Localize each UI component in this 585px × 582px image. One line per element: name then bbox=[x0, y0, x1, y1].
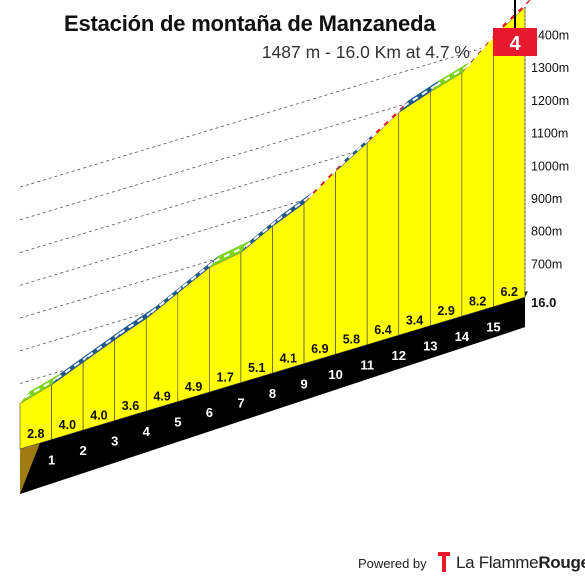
segment-gradient-label: 4.9 bbox=[185, 380, 202, 394]
segment-gradient-label: 4.1 bbox=[280, 351, 297, 365]
km-label: 12 bbox=[392, 348, 406, 363]
segment-gradient-label: 2.9 bbox=[437, 304, 454, 318]
strip-centerline bbox=[339, 136, 373, 167]
segment-gradient-label: 3.4 bbox=[406, 313, 423, 327]
gradient-strip bbox=[209, 240, 251, 268]
gradient-strip bbox=[398, 79, 440, 113]
strip-centerline bbox=[181, 260, 215, 288]
segment-gradient-label: 2.8 bbox=[27, 427, 44, 441]
segment-gradient-label: 3.6 bbox=[122, 399, 139, 413]
altitude-tick-label: 900m bbox=[531, 192, 562, 206]
km-label: 5 bbox=[174, 415, 181, 430]
km-label: 2 bbox=[80, 443, 87, 458]
km-label: 15 bbox=[486, 320, 500, 335]
profile-base-band bbox=[20, 297, 525, 494]
profile-segment-face bbox=[272, 202, 305, 374]
km-label: 1 bbox=[48, 453, 55, 468]
brand-name-bold: Rouge bbox=[538, 553, 585, 572]
km-label: 7 bbox=[237, 396, 244, 411]
km-label: 6 bbox=[206, 405, 213, 420]
segment-gradient-label: 8.2 bbox=[469, 294, 486, 308]
gradient-strip bbox=[20, 372, 62, 404]
segment-gradient-label: 1.7 bbox=[216, 370, 233, 384]
category-flag bbox=[493, 28, 537, 56]
strip-centerline bbox=[308, 164, 342, 199]
km-label: 14 bbox=[455, 329, 470, 344]
profile-segment-face bbox=[303, 170, 336, 365]
profile-segment-face bbox=[430, 72, 463, 327]
profile-segment-face bbox=[335, 142, 368, 355]
segment-gradient-label: 4.0 bbox=[90, 408, 107, 422]
segment-gradient-label: 6.9 bbox=[311, 342, 328, 356]
strip-centerline bbox=[497, 0, 531, 32]
km-label: 13 bbox=[423, 339, 437, 354]
altitude-tick-label: 1100m bbox=[531, 127, 568, 141]
profile-segment-face bbox=[366, 111, 400, 346]
strip-centerline bbox=[150, 286, 184, 314]
segment-gradient-label: 5.1 bbox=[248, 361, 265, 375]
altitude-gridline bbox=[19, 34, 526, 188]
altitude-tick-label: 800m bbox=[531, 225, 562, 239]
segment-gradient-label: 4.0 bbox=[59, 418, 76, 432]
altitude-tick-label: 1400m bbox=[531, 28, 569, 42]
segment-gradient-label: 6.2 bbox=[501, 285, 518, 299]
gradient-strip bbox=[272, 191, 314, 227]
chart-title: Estación de montaña de Manzaneda bbox=[64, 11, 436, 36]
km-label: 3 bbox=[111, 434, 118, 449]
gradient-strip bbox=[83, 327, 125, 363]
segment-gradient-label: 6.4 bbox=[374, 323, 391, 337]
strip-centerline bbox=[245, 219, 278, 248]
strip-centerline bbox=[465, 29, 499, 68]
altitude-tick-label: 1300m bbox=[531, 61, 569, 75]
powered-by-text: Powered by bbox=[358, 556, 427, 571]
altitude-tick-label: 700m bbox=[531, 257, 562, 271]
la-flamme-rouge-logo-icon bbox=[438, 552, 450, 572]
total-distance-label: 16.0 bbox=[531, 295, 556, 310]
profile-segment-face bbox=[240, 225, 273, 383]
segment-gradient-label: 5.8 bbox=[343, 332, 360, 346]
gradient-strip bbox=[114, 306, 156, 340]
segment-gradient-label: 4.9 bbox=[153, 389, 170, 403]
strip-centerline bbox=[371, 105, 405, 138]
category-label: 4 bbox=[509, 33, 521, 55]
strip-centerline bbox=[213, 245, 247, 263]
km-label: 11 bbox=[360, 358, 374, 373]
km-label: 10 bbox=[328, 367, 342, 382]
profile-segment-face bbox=[461, 35, 494, 317]
gradient-strip bbox=[430, 60, 472, 92]
altitude-tick-label: 1000m bbox=[531, 159, 569, 173]
km-label: 4 bbox=[143, 424, 151, 439]
km-label: 8 bbox=[269, 386, 276, 401]
brand-name-plain: La Flamme bbox=[456, 553, 539, 572]
km-label: 9 bbox=[300, 377, 307, 392]
la-flamme-rouge-brand: La FlammeRouge bbox=[456, 553, 585, 573]
gradient-strip bbox=[51, 350, 93, 385]
profile-segment-face bbox=[398, 91, 431, 336]
chart-subtitle: 1487 m - 16.0 Km at 4.7 % bbox=[261, 42, 470, 62]
altitude-tick-label: 1200m bbox=[531, 94, 569, 108]
